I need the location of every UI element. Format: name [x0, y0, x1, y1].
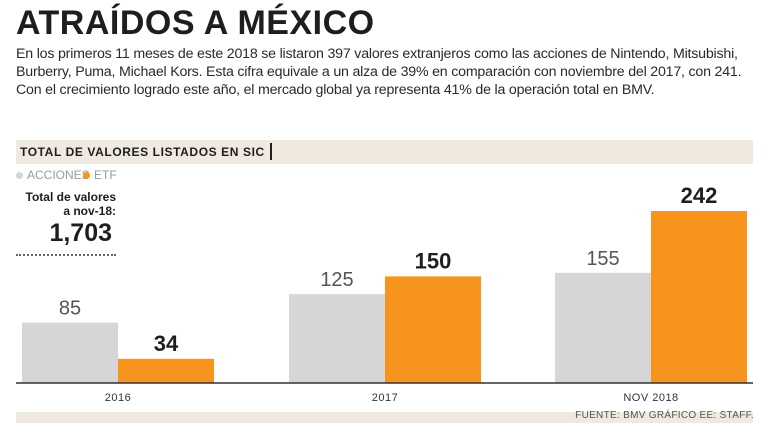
intro-text: En los primeros 11 meses de este 2018 se… — [16, 46, 742, 98]
legend-item-etf: ETF — [83, 168, 117, 182]
data-label-etf-0: 34 — [154, 331, 179, 356]
bar-etf-1 — [385, 276, 481, 383]
title-divider — [270, 143, 272, 160]
x-tick-label-1: 2017 — [372, 392, 398, 404]
x-tick-label-0: 2016 — [105, 392, 131, 404]
source-note: FUENTE: BMV GRÁFICO EE: STAFF. — [575, 410, 754, 421]
chart-title: TOTAL DE VALORES LISTADOS EN SIC — [20, 145, 265, 159]
bar-etf-2 — [651, 211, 747, 383]
dotted-divider — [16, 254, 116, 256]
page-title: ATRAÍDOS A MÉXICO — [16, 4, 375, 42]
bar-etf-0 — [118, 358, 214, 383]
acciones-dot-icon — [16, 171, 23, 179]
total-label: Total de valores a nov-18: — [25, 190, 116, 218]
data-label-acciones-1: 125 — [320, 269, 353, 291]
data-label-etf-1: 150 — [415, 248, 452, 273]
bar-acciones-1 — [289, 294, 385, 383]
x-tick-label-2: NOV 2018 — [623, 392, 678, 404]
bar-acciones-2 — [555, 272, 651, 383]
data-label-acciones-2: 155 — [586, 248, 619, 270]
data-label-acciones-0: 85 — [59, 298, 81, 320]
legend-item-acciones: ACCIONES — [16, 168, 90, 182]
bar-acciones-0 — [22, 322, 118, 383]
legend-label-acciones: ACCIONES — [27, 168, 90, 182]
etf-dot-icon — [83, 171, 90, 179]
total-value: 1,703 — [49, 219, 112, 247]
section-bar — [16, 140, 753, 164]
data-label-etf-2: 242 — [681, 183, 718, 208]
legend-label-etf: ETF — [94, 168, 117, 182]
axis-band — [16, 412, 753, 423]
